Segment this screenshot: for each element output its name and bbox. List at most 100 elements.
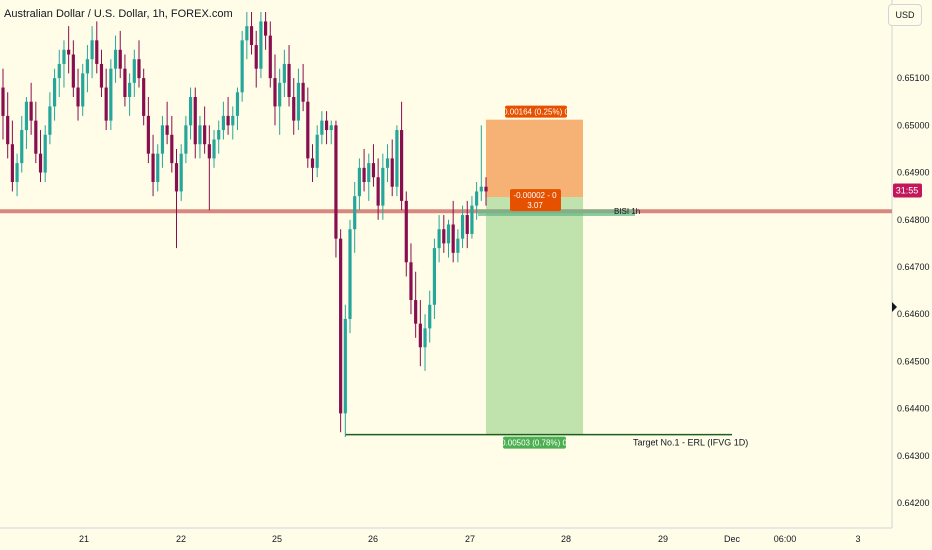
candle-body[interactable] bbox=[371, 163, 376, 178]
candle-body[interactable] bbox=[109, 68, 113, 121]
candle-body[interactable] bbox=[254, 45, 258, 69]
candle-body[interactable] bbox=[362, 167, 366, 182]
candle-body[interactable] bbox=[259, 21, 263, 69]
candle-body[interactable] bbox=[43, 134, 47, 173]
candle-body[interactable] bbox=[446, 224, 451, 244]
candle-body[interactable] bbox=[90, 40, 94, 60]
currency-selector[interactable]: USD bbox=[888, 4, 922, 26]
target-badge[interactable]: 0.00503 (0.78%) 0 bbox=[501, 436, 567, 449]
candle-body[interactable] bbox=[264, 21, 268, 36]
target-zone[interactable] bbox=[486, 197, 583, 435]
candle-body[interactable] bbox=[268, 35, 272, 79]
candle-body[interactable] bbox=[15, 163, 19, 182]
candle-body[interactable] bbox=[137, 59, 141, 79]
candle-body[interactable] bbox=[399, 130, 404, 201]
candle-body[interactable] bbox=[10, 144, 14, 182]
candle-body[interactable] bbox=[193, 97, 197, 145]
candle-body[interactable] bbox=[278, 82, 282, 107]
candle-body[interactable] bbox=[240, 40, 244, 93]
candle-body[interactable] bbox=[428, 304, 432, 329]
candle-body[interactable] bbox=[376, 177, 380, 206]
candle-body[interactable] bbox=[76, 87, 80, 107]
candle-body[interactable] bbox=[142, 78, 146, 116]
candle-body[interactable] bbox=[156, 153, 160, 182]
candle-body[interactable] bbox=[217, 130, 221, 140]
candle-body[interactable] bbox=[38, 153, 43, 173]
candle-body[interactable] bbox=[479, 186, 483, 192]
candle-body[interactable] bbox=[24, 101, 29, 131]
candle-body[interactable] bbox=[484, 186, 488, 192]
candle-body[interactable] bbox=[71, 54, 75, 88]
time-axis[interactable]: 21 22 25 26 27 28 29 Dec 06:00 3 bbox=[0, 527, 892, 544]
candle-body[interactable] bbox=[292, 97, 296, 121]
price-axis[interactable]: 0.65100 0.65000 0.64900 0.64800 0.64700 0.646… bbox=[891, 0, 930, 528]
candle-body[interactable] bbox=[442, 229, 446, 244]
candle-body[interactable] bbox=[207, 144, 211, 159]
candle-body[interactable] bbox=[160, 125, 165, 154]
candle-body[interactable] bbox=[353, 196, 357, 230]
candle-body[interactable] bbox=[1, 87, 5, 116]
candle-body[interactable] bbox=[470, 205, 474, 234]
candle-body[interactable] bbox=[212, 139, 216, 159]
bisi-zone[interactable] bbox=[478, 209, 635, 216]
candle-body[interactable] bbox=[132, 59, 136, 83]
candle-body[interactable] bbox=[315, 134, 319, 168]
candle-body[interactable] bbox=[306, 101, 310, 159]
candle-body[interactable] bbox=[146, 115, 150, 154]
candle-body[interactable] bbox=[203, 125, 207, 145]
candle-body[interactable] bbox=[165, 125, 169, 135]
candle-body[interactable] bbox=[423, 328, 427, 348]
candle-body[interactable] bbox=[113, 49, 118, 69]
candle-body[interactable] bbox=[385, 158, 390, 168]
candle-body[interactable] bbox=[99, 63, 104, 88]
candle-body[interactable] bbox=[95, 40, 99, 64]
candle-body[interactable] bbox=[128, 82, 132, 97]
candle-body[interactable] bbox=[273, 78, 277, 107]
candle-body[interactable] bbox=[48, 106, 52, 135]
candle-body[interactable] bbox=[324, 120, 329, 131]
candle-body[interactable] bbox=[357, 167, 361, 197]
candle-body[interactable] bbox=[320, 120, 324, 135]
candle-body[interactable] bbox=[404, 200, 408, 263]
candle-body[interactable] bbox=[81, 73, 85, 107]
scroll-arrow-icon[interactable] bbox=[892, 302, 897, 312]
candle-body[interactable] bbox=[34, 120, 38, 154]
candle-body[interactable] bbox=[409, 262, 413, 301]
candle-body[interactable] bbox=[282, 63, 286, 83]
candle-body[interactable] bbox=[20, 130, 24, 164]
candle-body[interactable] bbox=[381, 167, 385, 206]
candle-body[interactable] bbox=[57, 63, 61, 79]
candle-body[interactable] bbox=[451, 224, 455, 253]
candle-body[interactable] bbox=[29, 101, 33, 121]
candle-body[interactable] bbox=[395, 130, 399, 187]
candle-body[interactable] bbox=[62, 49, 66, 64]
candle-body[interactable] bbox=[52, 78, 57, 107]
candle-body[interactable] bbox=[179, 153, 183, 192]
stop-zone[interactable] bbox=[486, 119, 583, 198]
candle-body[interactable] bbox=[245, 26, 249, 41]
candle-body[interactable] bbox=[231, 115, 235, 126]
candle-body[interactable] bbox=[465, 215, 469, 234]
candle-body[interactable] bbox=[296, 82, 301, 121]
candle-body[interactable] bbox=[437, 229, 441, 249]
candle-body[interactable] bbox=[334, 125, 338, 239]
candle-body[interactable] bbox=[390, 158, 394, 187]
candle-body[interactable] bbox=[418, 323, 422, 348]
candle-body[interactable] bbox=[432, 248, 437, 305]
candle-body[interactable] bbox=[118, 49, 122, 69]
candle-body[interactable] bbox=[367, 163, 371, 182]
candle-body[interactable] bbox=[301, 82, 305, 102]
candle-body[interactable] bbox=[348, 229, 352, 319]
candle-body[interactable] bbox=[310, 158, 315, 168]
candle-body[interactable] bbox=[85, 59, 90, 74]
candle-body[interactable] bbox=[184, 125, 188, 154]
candle-body[interactable] bbox=[343, 318, 347, 414]
candle-body[interactable] bbox=[226, 115, 230, 126]
candle-body[interactable] bbox=[198, 125, 202, 145]
candle-body[interactable] bbox=[456, 238, 460, 253]
candle-body[interactable] bbox=[475, 191, 479, 206]
candle-body[interactable] bbox=[249, 26, 254, 46]
candle-body[interactable] bbox=[414, 300, 418, 324]
